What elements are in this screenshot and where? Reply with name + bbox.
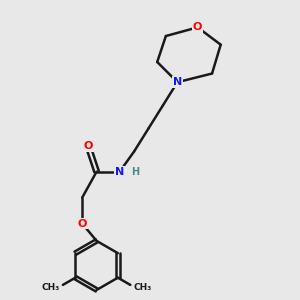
Text: H: H <box>131 167 140 177</box>
Text: CH₃: CH₃ <box>41 283 59 292</box>
Text: N: N <box>115 167 124 177</box>
Text: N: N <box>173 77 182 87</box>
Text: O: O <box>83 141 93 151</box>
Text: O: O <box>193 22 202 32</box>
Text: CH₃: CH₃ <box>134 283 152 292</box>
Text: O: O <box>77 219 87 229</box>
